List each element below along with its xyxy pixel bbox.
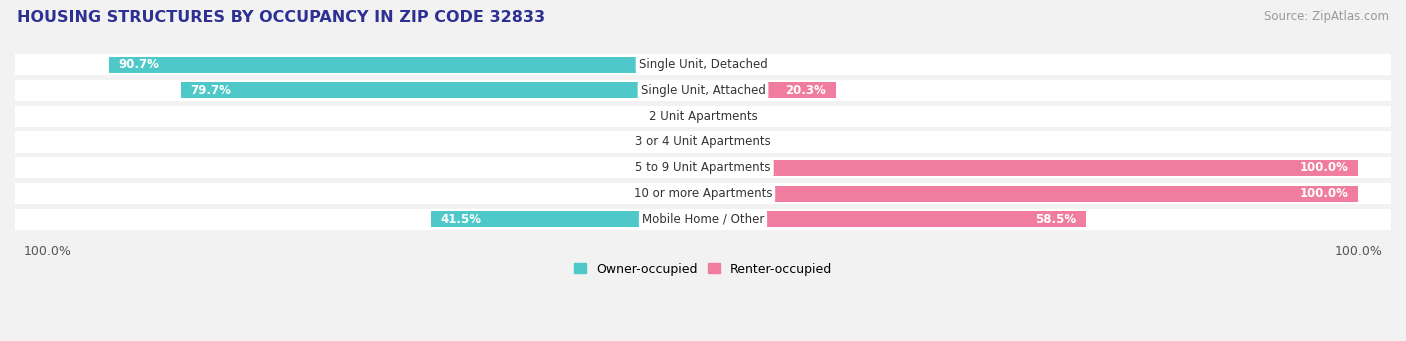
Bar <box>703 57 763 73</box>
Text: Single Unit, Attached: Single Unit, Attached <box>641 84 765 97</box>
Legend: Owner-occupied, Renter-occupied: Owner-occupied, Renter-occupied <box>568 257 838 281</box>
Bar <box>15 157 1391 178</box>
Bar <box>703 211 1087 227</box>
Text: 58.5%: 58.5% <box>1035 213 1077 226</box>
Text: Mobile Home / Other: Mobile Home / Other <box>641 213 765 226</box>
Bar <box>703 160 1358 176</box>
Text: 100.0%: 100.0% <box>1299 187 1348 200</box>
Bar <box>15 54 1391 75</box>
Bar <box>181 83 703 98</box>
Text: 3 or 4 Unit Apartments: 3 or 4 Unit Apartments <box>636 135 770 148</box>
Text: 20.3%: 20.3% <box>786 84 827 97</box>
Bar <box>15 209 1391 230</box>
Bar <box>432 211 703 227</box>
Bar <box>703 186 1358 202</box>
Bar <box>15 80 1391 101</box>
Text: 0.0%: 0.0% <box>661 187 693 200</box>
Text: 2 Unit Apartments: 2 Unit Apartments <box>648 110 758 123</box>
Bar <box>703 83 837 98</box>
Text: 9.3%: 9.3% <box>721 58 754 71</box>
Text: 0.0%: 0.0% <box>661 135 693 148</box>
Bar <box>15 131 1391 152</box>
Text: 90.7%: 90.7% <box>118 58 159 71</box>
Text: 100.0%: 100.0% <box>1299 161 1348 174</box>
Text: Source: ZipAtlas.com: Source: ZipAtlas.com <box>1264 10 1389 23</box>
Bar <box>15 106 1391 127</box>
Text: 0.0%: 0.0% <box>713 135 745 148</box>
Text: 79.7%: 79.7% <box>191 84 232 97</box>
Text: 0.0%: 0.0% <box>661 161 693 174</box>
Text: Single Unit, Detached: Single Unit, Detached <box>638 58 768 71</box>
Text: 0.0%: 0.0% <box>713 110 745 123</box>
Text: 10 or more Apartments: 10 or more Apartments <box>634 187 772 200</box>
Text: 5 to 9 Unit Apartments: 5 to 9 Unit Apartments <box>636 161 770 174</box>
Text: HOUSING STRUCTURES BY OCCUPANCY IN ZIP CODE 32833: HOUSING STRUCTURES BY OCCUPANCY IN ZIP C… <box>17 10 546 25</box>
Text: 41.5%: 41.5% <box>441 213 482 226</box>
Text: 0.0%: 0.0% <box>661 110 693 123</box>
Bar <box>15 183 1391 204</box>
Bar <box>108 57 703 73</box>
